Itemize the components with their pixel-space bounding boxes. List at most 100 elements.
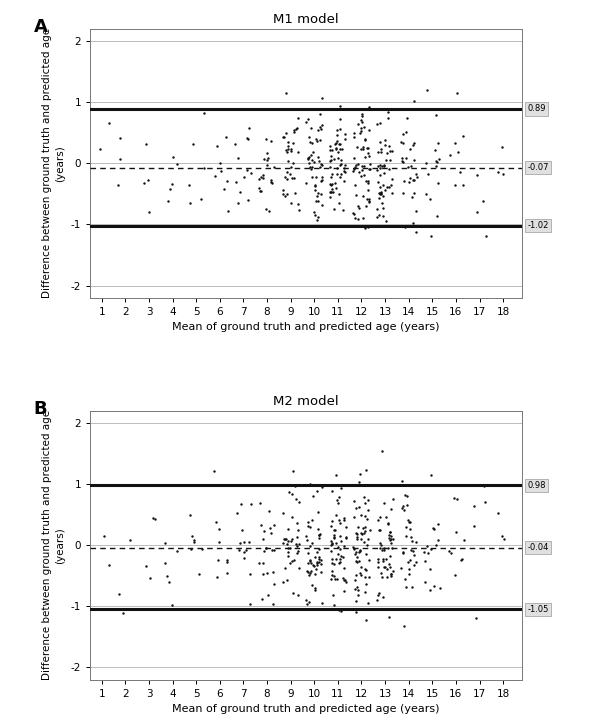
Point: [197, 193, 206, 205]
Point: [376, 189, 386, 200]
Point: [386, 533, 395, 544]
Point: [328, 565, 337, 576]
Point: [352, 557, 361, 568]
Point: [458, 130, 468, 142]
Point: [266, 522, 275, 534]
Point: [356, 114, 365, 126]
Point: [292, 538, 301, 549]
Point: [364, 197, 374, 208]
Point: [284, 486, 293, 497]
Point: [312, 190, 322, 202]
Point: [167, 599, 176, 611]
Point: [268, 599, 278, 610]
Point: [376, 524, 385, 536]
Point: [290, 480, 299, 492]
Point: [185, 197, 194, 209]
Point: [361, 614, 371, 625]
Point: [431, 539, 440, 550]
Point: [327, 539, 337, 550]
Point: [361, 134, 370, 145]
Point: [242, 132, 252, 144]
Point: [479, 480, 489, 492]
Point: [375, 169, 385, 181]
Point: [386, 503, 396, 515]
Point: [143, 174, 152, 186]
Point: [257, 519, 266, 531]
Point: [302, 534, 311, 545]
Point: [351, 606, 361, 617]
Point: [493, 508, 503, 519]
Point: [361, 564, 371, 576]
Point: [408, 217, 418, 228]
Point: [385, 154, 395, 166]
Point: [398, 547, 408, 558]
Point: [309, 560, 319, 571]
Point: [339, 514, 349, 526]
Point: [360, 151, 370, 163]
Point: [234, 544, 244, 556]
Point: [361, 175, 370, 187]
Point: [422, 541, 432, 552]
Point: [434, 153, 443, 165]
Point: [411, 168, 421, 180]
Point: [398, 547, 408, 558]
Point: [331, 553, 341, 565]
Point: [360, 586, 370, 598]
Point: [326, 150, 336, 161]
Point: [294, 562, 304, 573]
Point: [281, 562, 290, 573]
Point: [317, 199, 327, 210]
Point: [364, 163, 374, 175]
Point: [349, 544, 359, 555]
Point: [380, 168, 389, 179]
Point: [332, 573, 342, 584]
Point: [380, 134, 390, 146]
Point: [314, 551, 324, 562]
Point: [351, 595, 361, 607]
Point: [114, 589, 124, 600]
Point: [450, 137, 460, 148]
Point: [388, 534, 398, 545]
Point: [385, 526, 395, 538]
Point: [266, 528, 276, 539]
Point: [239, 536, 248, 548]
Point: [472, 169, 482, 181]
Point: [377, 161, 387, 172]
Point: [357, 111, 367, 122]
Point: [499, 534, 509, 545]
Point: [301, 594, 311, 605]
Point: [289, 465, 298, 476]
Point: [398, 502, 407, 514]
Point: [426, 230, 436, 241]
Point: [376, 146, 386, 158]
Point: [373, 119, 382, 130]
Point: [353, 158, 363, 170]
Point: [220, 183, 229, 194]
Point: [386, 568, 396, 580]
Point: [353, 522, 362, 534]
Point: [336, 605, 346, 617]
Point: [376, 189, 385, 200]
Point: [332, 168, 342, 179]
Point: [239, 546, 248, 557]
Point: [378, 179, 388, 190]
Point: [337, 143, 347, 155]
Point: [281, 534, 291, 545]
Point: [380, 140, 389, 151]
Point: [423, 168, 433, 179]
Point: [479, 195, 488, 207]
Point: [310, 585, 319, 596]
Point: [401, 521, 411, 532]
Point: [385, 550, 395, 562]
Point: [256, 171, 265, 183]
Point: [401, 153, 411, 164]
Point: [316, 134, 325, 146]
Point: [141, 138, 151, 150]
Point: [328, 570, 337, 581]
Point: [407, 160, 416, 171]
Point: [243, 194, 253, 206]
Point: [428, 522, 438, 534]
Point: [317, 482, 326, 493]
Point: [118, 607, 127, 619]
Point: [95, 143, 104, 155]
